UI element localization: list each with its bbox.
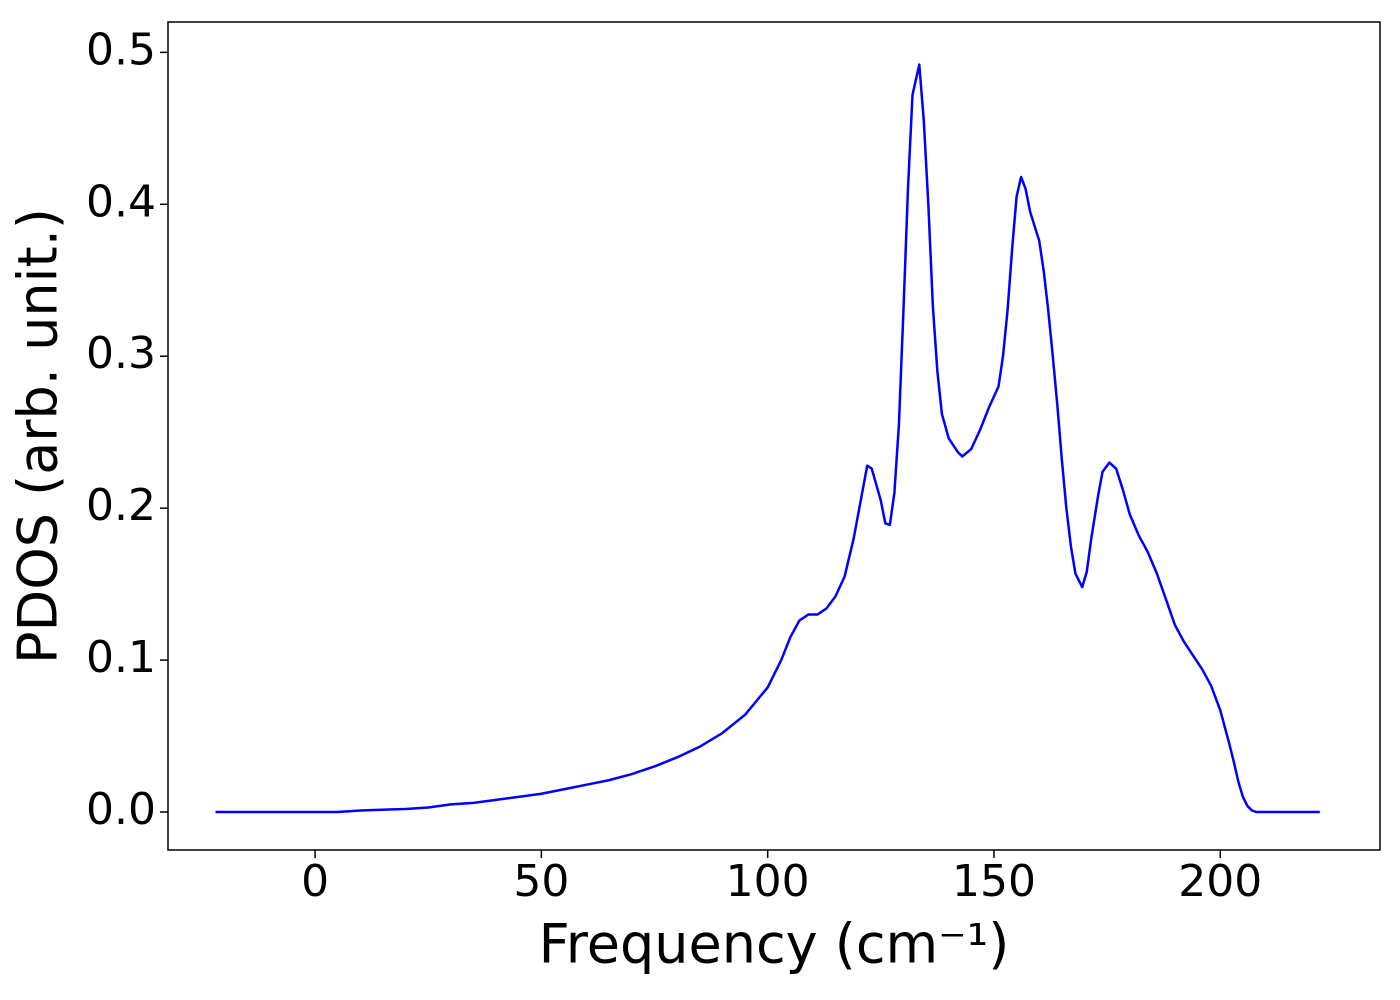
y-tick-label: 0.5	[86, 24, 156, 75]
x-tick-label: 0	[301, 856, 329, 907]
x-tick-label: 150	[952, 856, 1036, 907]
y-tick-label: 0.1	[86, 632, 156, 683]
y-tick-label: 0.0	[86, 784, 156, 835]
y-tick-label: 0.2	[86, 480, 156, 531]
x-axis-label: Frequency (cm⁻¹)	[539, 913, 1010, 976]
x-tick-label: 200	[1178, 856, 1262, 907]
y-axis-label: PDOS (arb. unit.)	[7, 208, 70, 664]
plot-frame	[167, 21, 1381, 851]
x-tick-label: 100	[726, 856, 810, 907]
x-tick-label: 50	[513, 856, 569, 907]
y-tick-label: 0.4	[86, 176, 156, 227]
data-line	[215, 63, 1320, 814]
y-tick-label: 0.3	[86, 328, 156, 379]
